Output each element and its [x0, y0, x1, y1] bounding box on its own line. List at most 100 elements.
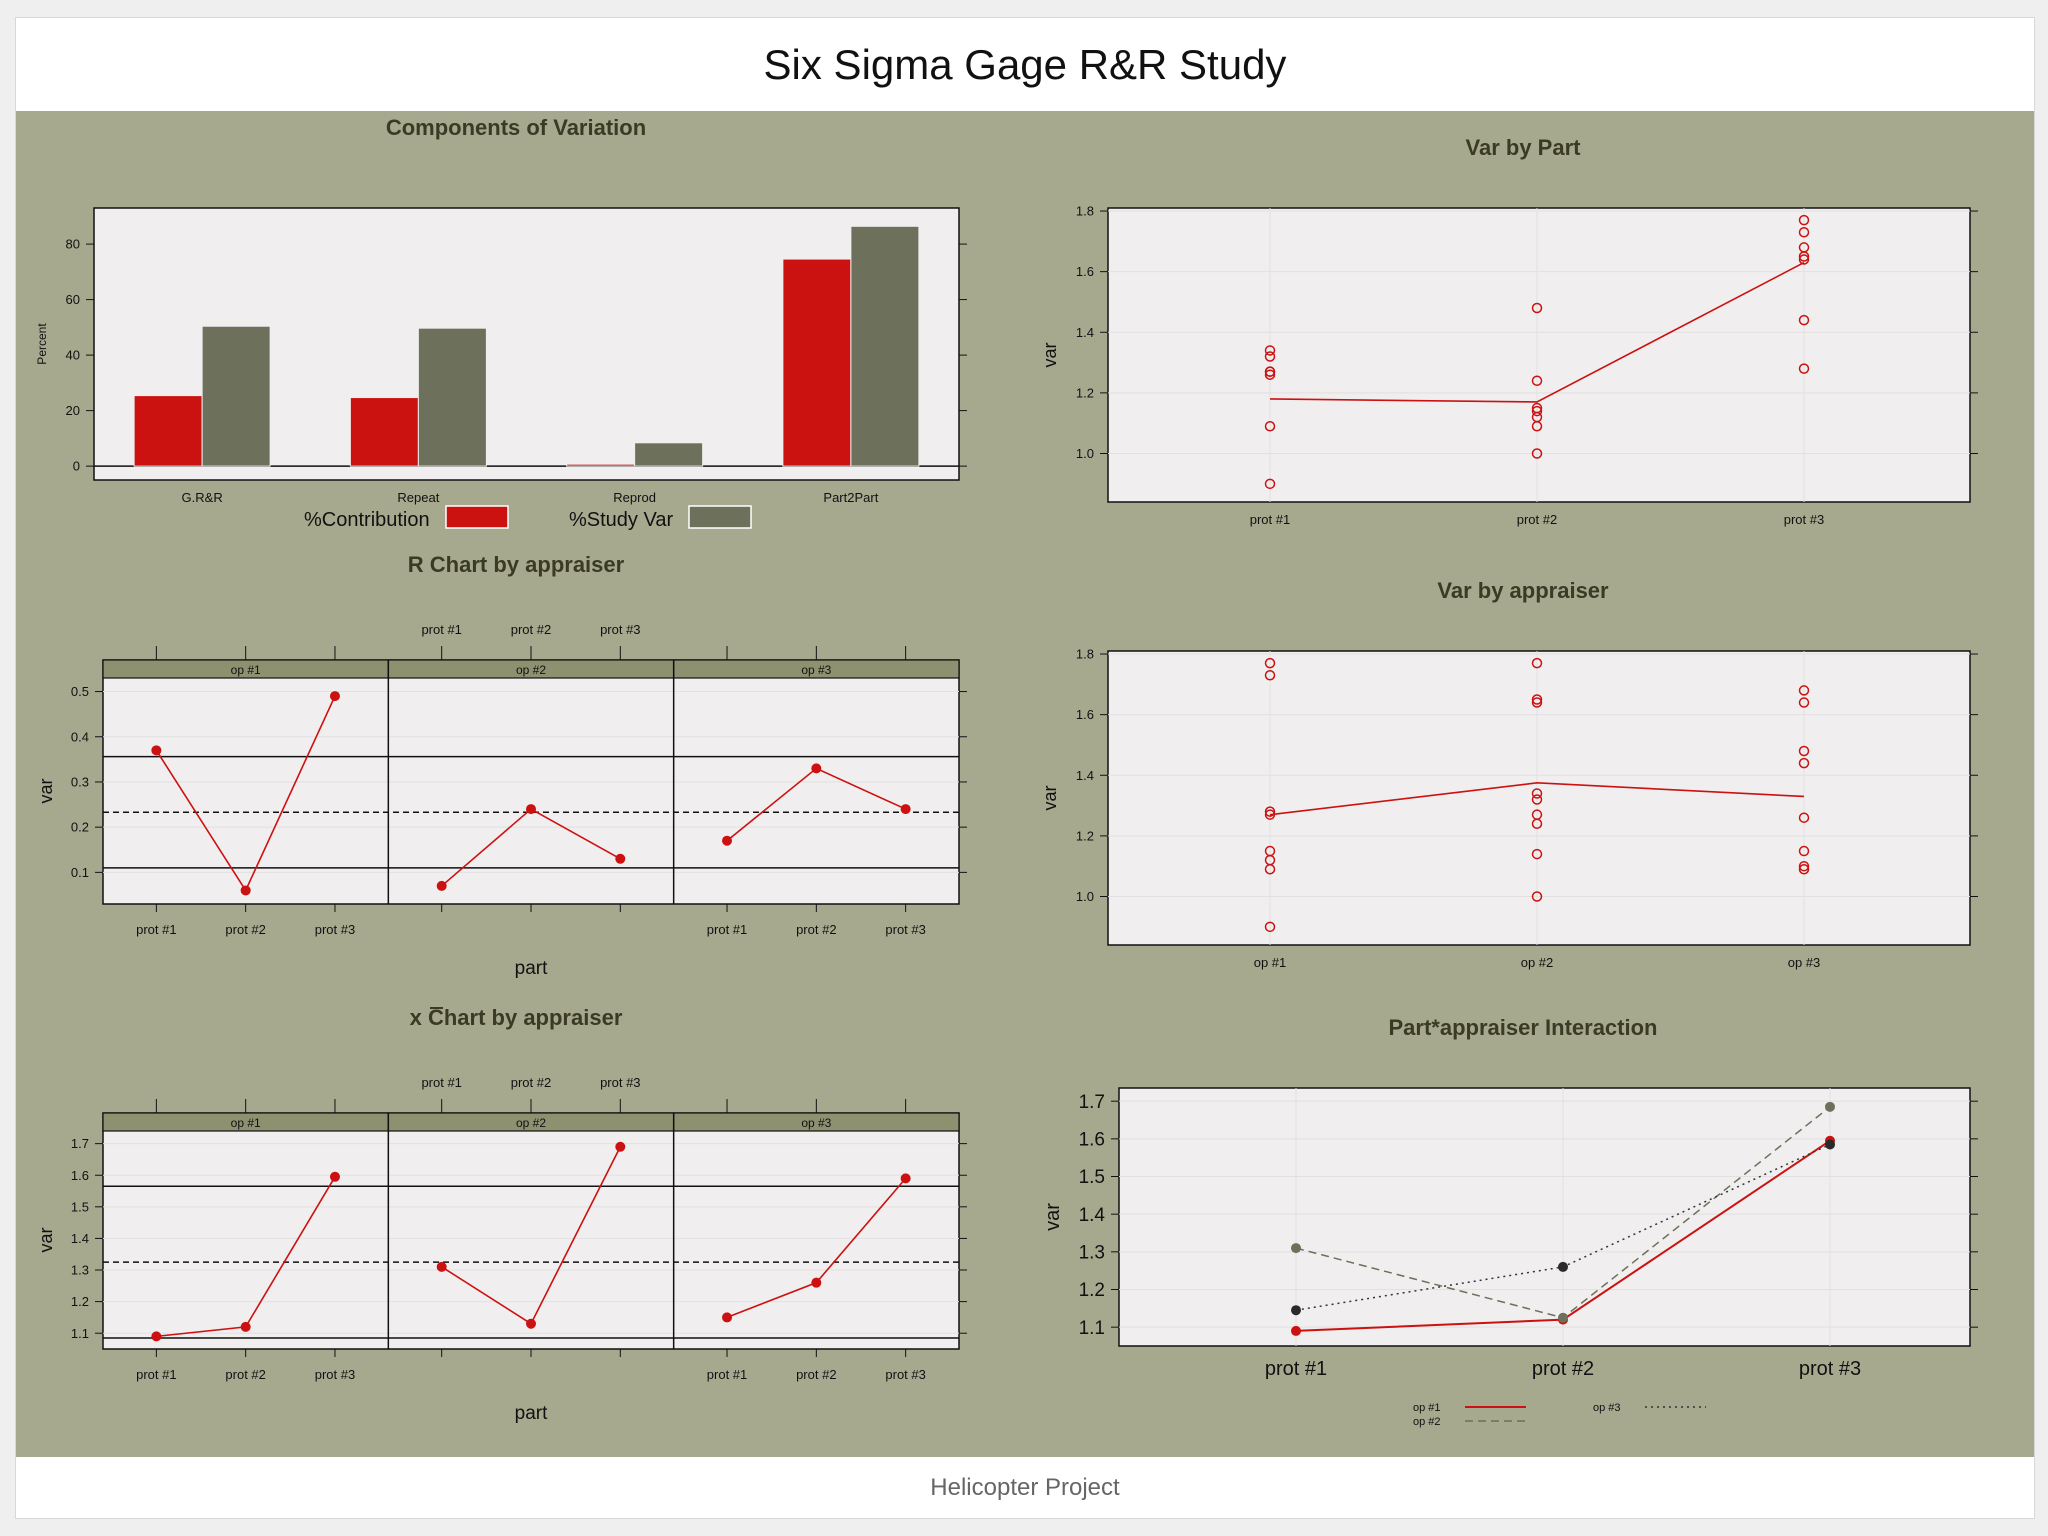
xbar-chart-top-category-label: prot #1	[421, 1075, 461, 1090]
interaction-point	[1291, 1243, 1301, 1254]
var-by-part-point	[1264, 478, 1276, 490]
var-by-part-y-axis-tick-label: 1.0	[1076, 446, 1094, 461]
var-by-part-point	[1531, 448, 1543, 459]
study-var-bar	[201, 325, 271, 467]
r-chart-panel-label: op #3	[801, 663, 831, 677]
var-by-part-category-label: prot #3	[1784, 512, 1824, 527]
components-y-label: Percent	[35, 323, 49, 365]
xbar-chart-point	[615, 1141, 626, 1152]
footer-text: Helicopter Project	[930, 1473, 1120, 1501]
interaction-point	[1558, 1312, 1568, 1323]
study-var-bar	[417, 327, 487, 467]
r-chart-category-label: prot #3	[315, 922, 355, 937]
var-by-part-point	[1264, 366, 1276, 377]
r-chart-y-axis-tick-label: 0.1	[71, 865, 89, 880]
var-by-part-category-label: prot #2	[1517, 512, 1557, 527]
interaction-legend-label: op #2	[1413, 1416, 1441, 1428]
interaction-chart-title: Part*appraiser Interaction	[1389, 1015, 1658, 1040]
xbar-chart-panel-label: op #1	[231, 1116, 261, 1130]
var-by-appraiser-point	[1264, 657, 1276, 669]
interaction-point	[1825, 1139, 1835, 1150]
var-by-appraiser-point	[1264, 806, 1276, 817]
var-by-part-point	[1264, 351, 1276, 362]
interaction-y-axis-tick-label: 1.6	[1079, 1129, 1105, 1150]
r-chart-point	[329, 691, 340, 702]
var-by-appraiser-point	[1264, 669, 1276, 681]
var-by-appraiser-point	[1798, 863, 1810, 875]
var-by-part-category-label: prot #1	[1250, 512, 1290, 527]
contribution-bar	[349, 397, 419, 467]
components-category-label: Repeat	[397, 490, 439, 505]
xbar-chart-panel-label: op #2	[516, 1116, 546, 1130]
xbar-chart-plot-area	[102, 1112, 960, 1350]
xbar-chart-category-label: prot #1	[707, 1367, 747, 1382]
r-chart-y-axis-tick-label: 0.5	[71, 684, 89, 699]
xbar-chart-y-axis-tick-label: 1.5	[71, 1199, 89, 1214]
interaction-point	[1291, 1305, 1301, 1316]
xbar-chart-top-category-label: prot #3	[600, 1075, 640, 1090]
var-by-appraiser-point	[1531, 891, 1543, 902]
r-chart-category-label: prot #1	[707, 922, 747, 937]
chart-panel-area: Components of Variation 0 20 40 60 80 Percent G…	[16, 111, 2034, 1457]
interaction-point	[1825, 1101, 1835, 1112]
xbar-chart-y-axis-tick-label: 1.2	[71, 1294, 89, 1309]
var-by-appraiser-point	[1798, 685, 1810, 696]
var-by-appraiser-chart-title: Var by appraiser	[1437, 578, 1609, 603]
r-chart-point	[722, 835, 733, 846]
xbar-chart-category-label: prot #3	[885, 1367, 925, 1382]
r-chart-point	[436, 880, 447, 891]
xbar-chart-chart-title: x Chart by appraiser	[410, 1005, 623, 1030]
components-y-axis-tick-label: 60	[66, 292, 80, 307]
r-chart-point	[151, 745, 162, 756]
components-category-label: G.R&R	[182, 490, 223, 505]
components-y-axis-tick-label: 80	[66, 237, 80, 252]
var-by-part-plot-area	[1107, 207, 1971, 503]
xbar-chart-point	[240, 1321, 251, 1332]
footer: Helicopter Project	[16, 1457, 2034, 1518]
var-by-part-point	[1798, 226, 1810, 238]
contribution-bar	[566, 463, 636, 467]
var-by-appraiser-point	[1798, 812, 1810, 823]
var-by-part-y-axis-tick-label: 1.2	[1076, 385, 1094, 400]
interaction-y-label: var	[1042, 1203, 1064, 1231]
var-by-appraiser-category-label: op #1	[1254, 955, 1287, 970]
interaction-y-axis-tick-label: 1.4	[1079, 1205, 1106, 1226]
var-by-part-y-axis-tick-label: 1.6	[1076, 264, 1094, 279]
r-chart-x-label: part	[515, 958, 548, 979]
report-frame: Six Sigma Gage R&R Study Components of V…	[15, 17, 2035, 1519]
xbar-chart-point	[526, 1318, 536, 1329]
var-by-appraiser-point	[1798, 757, 1810, 769]
var-by-appraiser-point	[1531, 848, 1543, 860]
xbar-chart-y-axis-tick-label: 1.6	[71, 1168, 89, 1183]
var-by-part-y-axis-tick-label: 1.4	[1076, 325, 1094, 340]
components-legend-swatch	[445, 505, 509, 529]
var-by-part-point	[1798, 363, 1810, 374]
xbar-chart-panel-label: op #3	[801, 1116, 831, 1130]
var-by-appraiser-point	[1264, 809, 1276, 820]
interaction-plot-area	[1118, 1087, 1971, 1347]
page-title: Six Sigma Gage R&R Study	[763, 40, 1287, 88]
xbar-chart-category-label: prot #1	[136, 1367, 176, 1382]
var-by-appraiser-point	[1798, 845, 1810, 857]
study-var-bar	[634, 442, 704, 467]
components-y-axis-tick-label: 40	[66, 348, 80, 363]
r-chart-panel-label: op #1	[231, 663, 261, 677]
r-chart-category-label: prot #1	[136, 922, 176, 937]
var-by-part-point	[1264, 369, 1276, 380]
xbar-chart-category-label: prot #2	[796, 1367, 836, 1382]
var-by-appraiser-point	[1531, 794, 1543, 805]
var-by-part-point	[1264, 420, 1276, 432]
var-by-part-point	[1531, 375, 1543, 387]
r-chart-category-label: prot #2	[796, 922, 836, 937]
var-by-appraiser-y-axis-tick-label: 1.4	[1076, 768, 1094, 783]
components-legend-label: %Study Var	[569, 509, 673, 531]
r-chart-point	[900, 804, 911, 815]
interaction-legend-label: op #1	[1413, 1402, 1441, 1414]
var-by-appraiser-y-axis-tick-label: 1.0	[1076, 889, 1094, 904]
study-var-bar	[850, 225, 920, 467]
interaction-y-axis-tick-label: 1.7	[1079, 1092, 1105, 1113]
var-by-appraiser-point	[1798, 745, 1810, 757]
xbar-chart-y-axis-tick-label: 1.7	[71, 1136, 89, 1151]
var-by-appraiser-y-axis-tick-label: 1.6	[1076, 707, 1094, 722]
title-bar: Six Sigma Gage R&R Study	[16, 18, 2034, 111]
